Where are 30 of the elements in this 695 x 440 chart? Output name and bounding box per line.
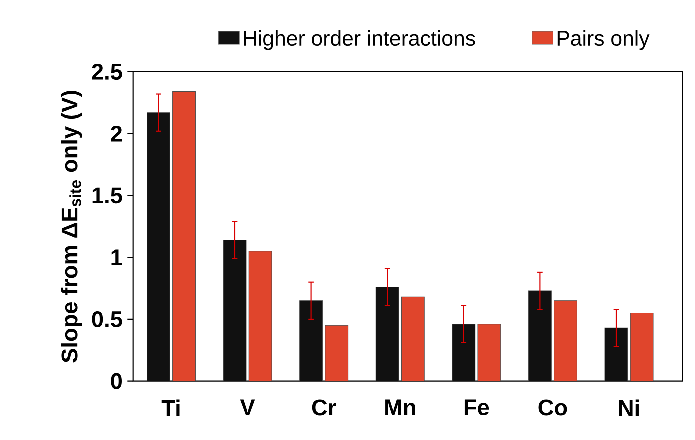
- y-axis-title: Slope from ΔE$_{site}$ only (V): [61, 91, 82, 363]
- bar: [554, 300, 578, 382]
- y-tick-label: 0: [111, 373, 122, 390]
- x-tick-label: Fe: [464, 400, 490, 416]
- bar: [452, 324, 476, 382]
- y-tick-label: 1: [112, 250, 122, 266]
- x-tick-label: Ni: [619, 400, 639, 416]
- bar: [478, 324, 501, 382]
- bar: [528, 291, 552, 382]
- bar: [249, 251, 272, 382]
- y-tick-label: 0.5: [92, 311, 122, 328]
- x-tick-label: Mn: [386, 400, 416, 416]
- x-tick-label: Ti: [162, 400, 180, 416]
- y-tick-label: 1.5: [92, 188, 122, 204]
- x-tick-label: V: [240, 400, 256, 416]
- y-tick-label: 2.5: [92, 64, 122, 80]
- bar: [630, 313, 654, 382]
- y-tick-label: 2: [111, 126, 122, 142]
- x-tick-label: Co: [538, 400, 568, 416]
- legend-label: Pairs only: [558, 30, 650, 50]
- bar: [376, 287, 400, 382]
- bar: [300, 300, 323, 382]
- x-tick-label: Cr: [312, 400, 336, 416]
- legend-label: Higher order interactions: [244, 30, 476, 50]
- bar: [147, 112, 170, 382]
- bar: [402, 297, 425, 382]
- bar: [325, 326, 348, 382]
- bar: [172, 92, 196, 382]
- bar: [224, 240, 246, 382]
- bar: [604, 328, 628, 382]
